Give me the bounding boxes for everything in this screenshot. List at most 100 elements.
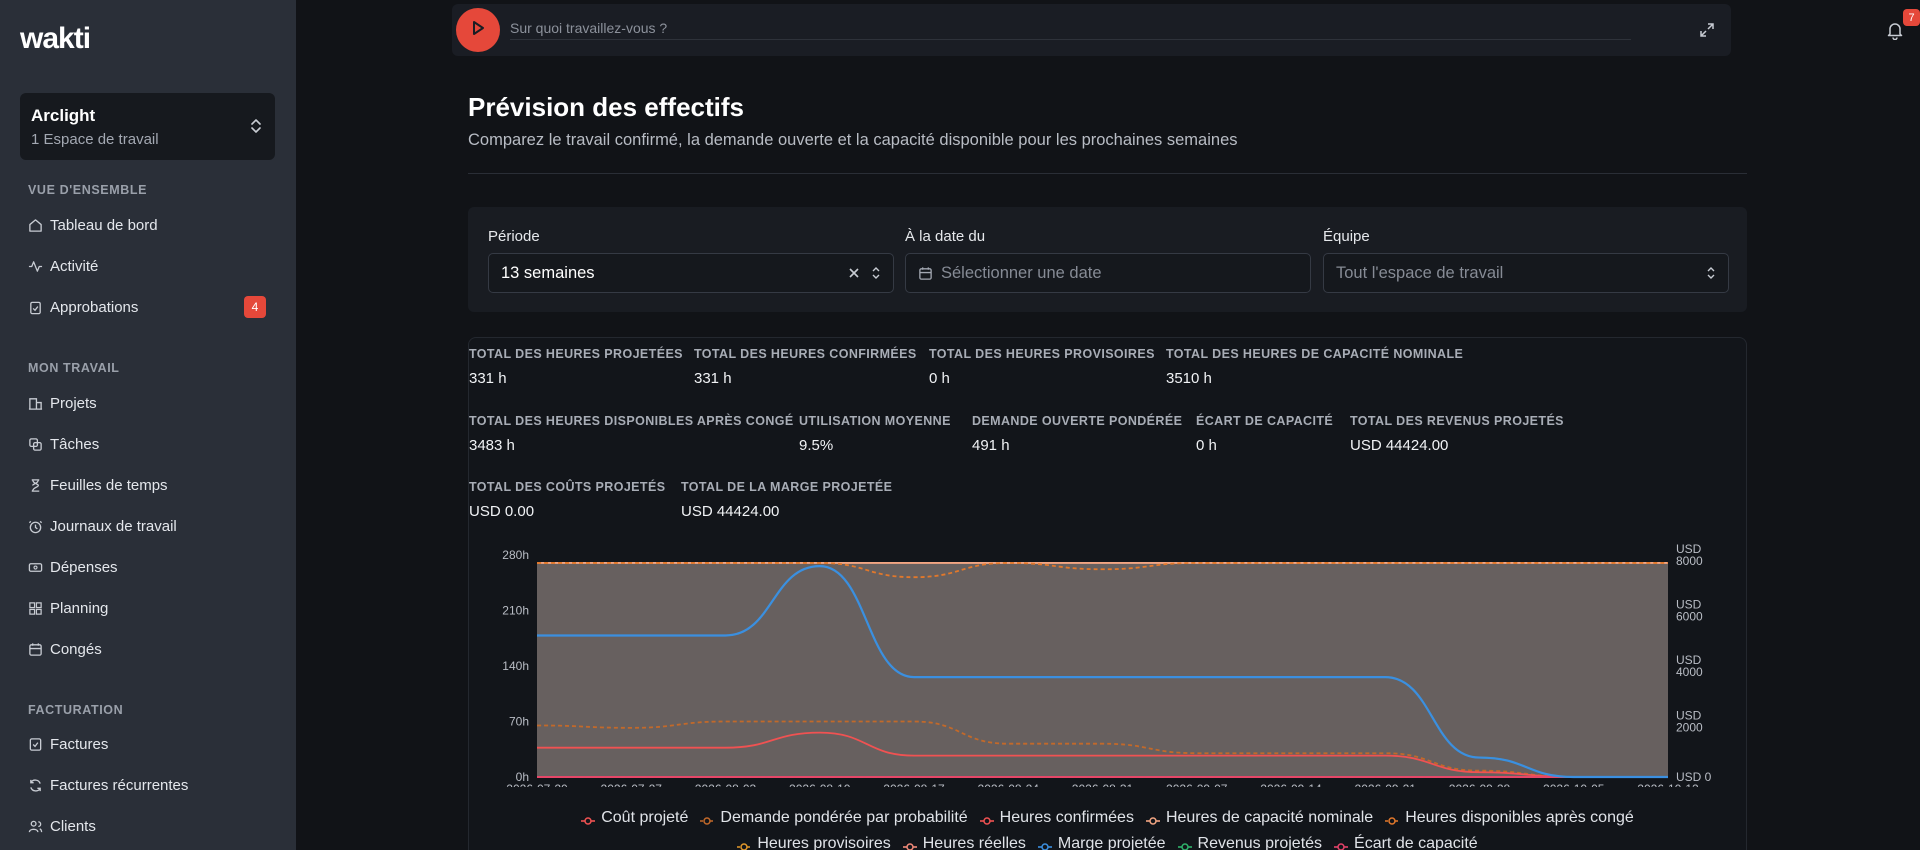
x-tick-label: 2026-08-10 bbox=[789, 782, 851, 787]
banknote-icon bbox=[28, 560, 43, 575]
stat-value: 3510 h bbox=[1166, 370, 1212, 387]
legend-line-marker-icon bbox=[700, 813, 715, 825]
date-picker[interactable]: Sélectionner une date bbox=[905, 253, 1311, 293]
legend-label: Écart de capacité bbox=[1354, 835, 1478, 850]
sidebar-item-recurring-invoices[interactable]: Factures récurrentes bbox=[28, 770, 273, 800]
stat-value: 331 h bbox=[694, 370, 732, 387]
sidebar-item-planning[interactable]: Planning bbox=[28, 593, 273, 623]
stat-label: TOTAL DES REVENUS PROJETÉS bbox=[1350, 414, 1564, 428]
stat-total-projected-hours: TOTAL DES HEURES PROJETÉES 331 h bbox=[469, 347, 683, 387]
stat-label: TOTAL DES HEURES PROJETÉES bbox=[469, 347, 683, 361]
stat-label: TOTAL DE LA MARGE PROJETÉE bbox=[681, 480, 893, 494]
x-tick-label: 2026-09-07 bbox=[1166, 782, 1228, 787]
stat-value: USD 44424.00 bbox=[681, 503, 780, 520]
notifications-bell-icon[interactable] bbox=[1886, 20, 1904, 45]
approvals-count-badge: 4 bbox=[244, 296, 266, 318]
clear-icon[interactable] bbox=[847, 266, 861, 285]
legend-line-marker-icon bbox=[979, 813, 994, 825]
section-title-billing: FACTURATION bbox=[28, 703, 124, 717]
sidebar-item-label: Congés bbox=[50, 640, 102, 658]
legend-item[interactable]: Heures provisoires bbox=[737, 835, 891, 850]
sidebar-item-expenses[interactable]: Dépenses bbox=[28, 552, 273, 582]
legend-label: Demande pondérée par probabilité bbox=[720, 809, 968, 826]
stat-total-projected-costs: TOTAL DES COÛTS PROJETÉS USD 0.00 bbox=[469, 480, 665, 520]
legend-line-marker-icon bbox=[581, 813, 596, 825]
legend-item[interactable]: Heures réelles bbox=[902, 835, 1026, 850]
legend-item[interactable]: Écart de capacité bbox=[1334, 835, 1478, 850]
team-select[interactable]: Tout l'espace de travail bbox=[1323, 253, 1729, 293]
date-placeholder: Sélectionner une date bbox=[941, 263, 1102, 282]
x-tick-label: 2026-10-05 bbox=[1543, 782, 1605, 787]
legend-item[interactable]: Heures de capacité nominale bbox=[1145, 809, 1373, 827]
y-left-tick-label: 280h bbox=[502, 548, 529, 562]
clock-icon bbox=[28, 519, 43, 534]
timer-bar bbox=[452, 4, 1731, 56]
period-label: Période bbox=[488, 228, 540, 245]
workspace-switcher[interactable]: Arclight 1 Espace de travail bbox=[20, 93, 275, 160]
sidebar-item-label: Planning bbox=[50, 599, 109, 617]
sidebar-item-activity[interactable]: Activité bbox=[28, 251, 273, 281]
x-tick-label: 2026-09-28 bbox=[1449, 782, 1511, 787]
chart-legend: Coût projeté Demande pondérée par probabi… bbox=[468, 809, 1747, 827]
y-left-tick-label: 210h bbox=[502, 604, 529, 618]
stat-label: TOTAL DES HEURES DISPONIBLES APRÈS CONGÉ bbox=[469, 414, 794, 428]
sidebar-item-label: Journaux de travail bbox=[50, 517, 177, 535]
legend-line-marker-icon bbox=[1145, 813, 1160, 825]
legend-line-marker-icon bbox=[902, 839, 917, 850]
legend-item[interactable]: Heures disponibles après congé bbox=[1385, 809, 1634, 827]
sidebar-item-work-logs[interactable]: Journaux de travail bbox=[28, 511, 273, 541]
period-select[interactable]: 13 semaines bbox=[488, 253, 894, 293]
x-tick-label: 2026-07-20 bbox=[506, 782, 568, 787]
app-logo[interactable]: wakti bbox=[20, 22, 91, 55]
series-line-heures-confirmees bbox=[536, 731, 1668, 778]
x-tick-label: 2026-08-24 bbox=[978, 782, 1040, 787]
legend-line-marker-icon bbox=[737, 839, 752, 850]
filters-panel: Période 13 semaines À la date du Sélecti… bbox=[468, 207, 1747, 312]
timer-description-input[interactable] bbox=[510, 16, 1631, 40]
x-tick-label: 2026-08-17 bbox=[883, 782, 945, 787]
legend-label: Coût projeté bbox=[601, 809, 689, 826]
y-right-tick-label: USD 2000 bbox=[1676, 709, 1703, 735]
play-icon bbox=[470, 19, 486, 42]
x-tick-label: 2026-09-14 bbox=[1260, 782, 1322, 787]
tasks-icon bbox=[28, 437, 43, 452]
legend-item[interactable]: Coût projeté bbox=[581, 809, 688, 827]
users-icon bbox=[28, 819, 43, 834]
series-line-marge-projetee bbox=[537, 564, 1668, 779]
x-tick-label: 2026-08-03 bbox=[695, 782, 757, 787]
legend-item[interactable]: Revenus projetés bbox=[1177, 835, 1323, 850]
sidebar-item-label: Feuilles de temps bbox=[50, 476, 168, 494]
legend-item[interactable]: Marge projetée bbox=[1037, 835, 1166, 850]
legend-item[interactable]: Demande pondérée par probabilité bbox=[700, 809, 968, 827]
expand-icon[interactable] bbox=[1699, 22, 1715, 43]
legend-label: Revenus projetés bbox=[1197, 835, 1323, 850]
y-left-tick-label: 70h bbox=[509, 715, 529, 729]
legend-label: Heures provisoires bbox=[757, 835, 891, 850]
stat-label: ÉCART DE CAPACITÉ bbox=[1196, 414, 1334, 428]
x-tick-label: 2026-09-21 bbox=[1355, 782, 1417, 787]
stat-average-utilisation: UTILISATION MOYENNE 9.5% bbox=[799, 414, 951, 454]
sidebar-item-timesheets[interactable]: Feuilles de temps bbox=[28, 470, 273, 500]
stat-label: TOTAL DES HEURES CONFIRMÉES bbox=[694, 347, 917, 361]
y-right-tick-label: USD 8000 bbox=[1676, 542, 1703, 568]
legend-label: Heures réelles bbox=[922, 835, 1026, 850]
sidebar-item-label: Projets bbox=[50, 394, 97, 412]
y-right-tick-label: USD 6000 bbox=[1676, 598, 1703, 624]
sidebar-item-label: Tableau de bord bbox=[50, 216, 158, 234]
sidebar-item-clients[interactable]: Clients bbox=[28, 811, 273, 841]
sidebar-item-label: Factures bbox=[50, 735, 109, 753]
workspace-subtitle: 1 Espace de travail bbox=[31, 131, 159, 148]
sidebar-item-tasks[interactable]: Tâches bbox=[28, 429, 273, 459]
sidebar-item-dashboard[interactable]: Tableau de bord bbox=[28, 210, 273, 240]
chevrons-up-down-icon bbox=[1706, 265, 1716, 286]
forecast-chart: 0h 70h 140h 210h 280h USD 0 USD 2000 USD 4000 USD 6… bbox=[502, 542, 1711, 787]
legend-item[interactable]: Heures confirmées bbox=[979, 809, 1134, 827]
y-left-tick-label: 0h bbox=[516, 770, 529, 784]
sidebar-item-invoices[interactable]: Factures bbox=[28, 729, 273, 759]
home-icon bbox=[28, 218, 43, 233]
sidebar-item-projects[interactable]: Projets bbox=[28, 388, 273, 418]
sidebar-item-approvals[interactable]: Approbations 4 bbox=[28, 292, 273, 322]
chevrons-up-down-icon bbox=[871, 265, 881, 286]
sidebar-item-leave[interactable]: Congés bbox=[28, 634, 273, 664]
start-timer-button[interactable] bbox=[456, 8, 500, 52]
